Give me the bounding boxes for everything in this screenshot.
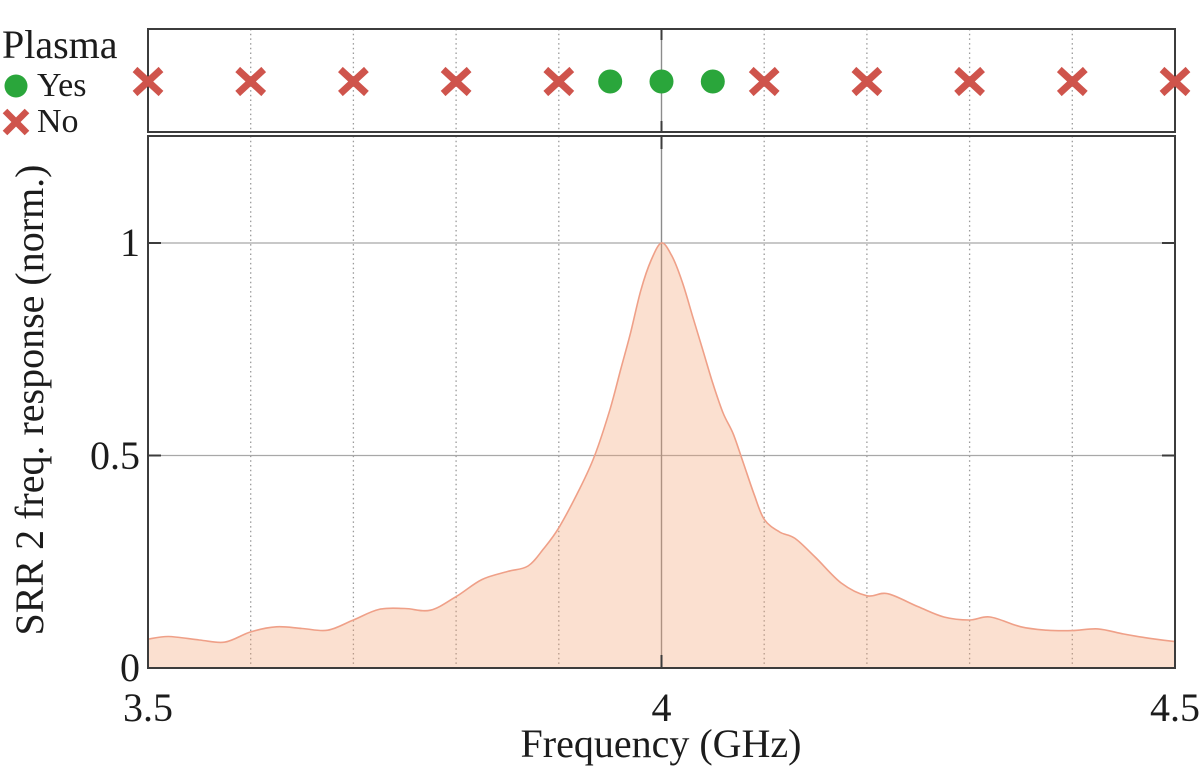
response-area-line	[147, 242, 1176, 644]
legend-label-no: No	[37, 103, 79, 140]
x-tick-1: 4	[651, 685, 672, 730]
plasma-no-marker	[851, 66, 883, 97]
y-tick-0: 0	[120, 645, 140, 690]
legend-item-yes: Yes	[2, 67, 118, 104]
plasma-no-marker	[543, 66, 575, 97]
plasma-no-marker	[954, 66, 985, 97]
plasma-yes-marker	[598, 69, 623, 94]
plasma-no-marker	[338, 66, 369, 97]
legend-title: Plasma	[2, 22, 118, 67]
y-axis-label: SRR 2 freq. response (norm.)	[7, 164, 52, 636]
plasma-legend: Plasma Yes No	[2, 22, 118, 140]
plasma-yes-marker	[649, 69, 674, 94]
x-tick-2: 4.5	[1150, 685, 1200, 730]
plasma-no-marker	[748, 66, 780, 97]
plasma-no-marker	[1159, 66, 1191, 97]
plasma-no-marker	[440, 66, 472, 97]
y-tick-1: 0.5	[90, 432, 140, 478]
legend-label-yes: Yes	[37, 67, 87, 104]
x-axis-label: Frequency (GHz)	[520, 721, 802, 766]
plasma-no-marker-icon	[2, 108, 30, 135]
x-tick-0: 3.5	[123, 685, 173, 730]
plasma-no-marker	[1056, 66, 1088, 97]
plasma-no-marker	[235, 66, 267, 97]
response-area-fill	[148, 242, 1175, 668]
plasma-yes-marker-icon	[4, 74, 28, 97]
plasma-no-marker	[132, 66, 164, 97]
y-tick-2: 1	[120, 220, 140, 265]
legend-item-no: No	[2, 103, 118, 140]
plasma-yes-marker	[700, 69, 725, 94]
